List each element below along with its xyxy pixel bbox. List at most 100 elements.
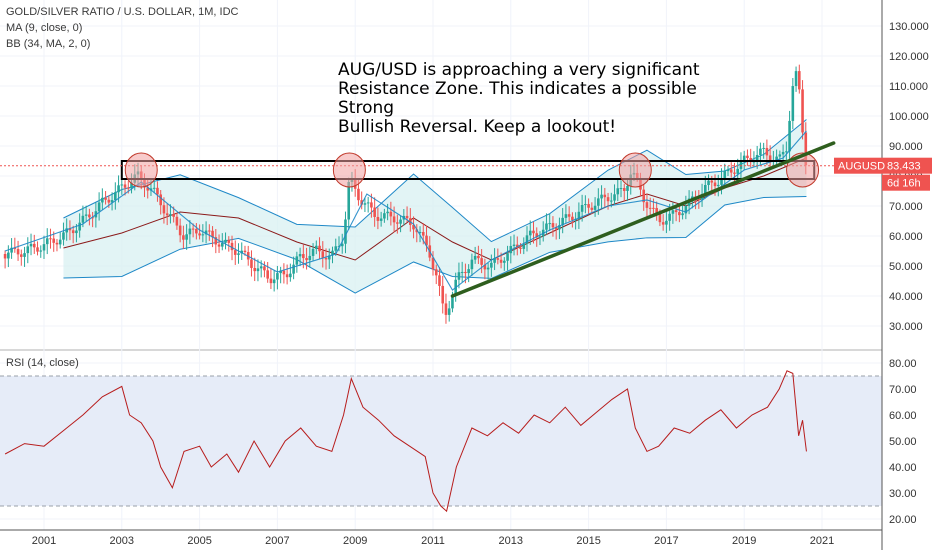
candle-body — [42, 244, 46, 251]
candle-body — [26, 246, 30, 254]
candle-body — [266, 270, 269, 279]
candle-body — [668, 213, 671, 221]
highlight-circle[interactable] — [332, 152, 366, 188]
candle-body — [681, 213, 684, 216]
time-tick-label: 2007 — [265, 535, 289, 547]
candle-body — [178, 225, 182, 236]
candle-body — [315, 245, 318, 249]
candle-body — [564, 214, 568, 218]
candle-body — [652, 207, 655, 209]
highlight-circle[interactable] — [124, 152, 158, 188]
candle-body — [464, 271, 467, 274]
chart-title: GOLD/SILVER RATIO / U.S. DOLLAR, 1M, IDC — [6, 6, 239, 18]
candle-body — [256, 268, 260, 272]
candle-body — [665, 220, 668, 225]
candle-body — [519, 247, 522, 249]
bb-indicator-label[interactable]: BB (34, MA, 2, 0) — [6, 38, 91, 50]
candle-body — [366, 202, 370, 204]
candle-body — [716, 184, 720, 187]
price-tick-label: 130.000 — [889, 21, 929, 33]
candle-body — [302, 254, 305, 259]
candle-body — [16, 249, 20, 255]
candle-body — [648, 207, 652, 209]
candle-body — [324, 257, 328, 260]
candle-body — [55, 242, 59, 245]
candle-body — [389, 211, 393, 217]
rsi-tick-label: 70.00 — [889, 384, 917, 396]
support-trendline[interactable] — [450, 141, 836, 298]
candle-body — [765, 147, 769, 156]
candle-body — [263, 266, 266, 271]
candle-body — [606, 197, 610, 202]
ma-indicator-label[interactable]: MA (9, close, 0) — [6, 22, 83, 34]
candle-body — [775, 156, 778, 161]
candle-body — [467, 269, 470, 274]
price-tick-label: 50.000 — [889, 261, 923, 273]
candle-body — [622, 188, 626, 191]
ma-line — [4, 130, 807, 291]
candle-body — [146, 187, 150, 191]
candle-body — [603, 194, 607, 198]
candle-body — [597, 198, 600, 206]
annotation-line-1: AUG/USD is approaching a very significan… — [338, 60, 700, 80]
candle-body — [561, 217, 564, 226]
candle-body — [220, 242, 224, 247]
candle-body — [438, 275, 441, 286]
candle-body — [460, 271, 464, 273]
candle-body — [104, 197, 107, 200]
candle-body — [191, 228, 195, 230]
rsi-tick-label: 60.00 — [889, 410, 917, 422]
rsi-indicator-label[interactable]: RSI (14, close) — [6, 357, 79, 369]
highlight-circle[interactable] — [786, 152, 820, 188]
candle-body — [201, 234, 205, 236]
candle-body — [117, 185, 120, 193]
candle-body — [434, 269, 438, 276]
candle-body — [272, 279, 276, 284]
candle-body — [759, 148, 762, 155]
candle-body — [217, 244, 221, 247]
candle-body — [7, 252, 10, 259]
candle-body — [289, 273, 292, 278]
candle-body — [282, 270, 286, 275]
candle-body — [551, 223, 555, 228]
candle-body — [405, 215, 409, 219]
candle-body — [522, 243, 526, 249]
candle-body — [386, 211, 389, 214]
candle-body — [227, 239, 231, 243]
price-tick-label: 40.000 — [889, 291, 923, 303]
candle-body — [794, 71, 798, 87]
candle-body — [172, 214, 175, 217]
candle-body — [697, 198, 701, 200]
highlight-circle[interactable] — [618, 152, 652, 188]
candle-body — [379, 218, 383, 221]
rsi-tick-label: 30.00 — [889, 488, 917, 500]
price-tick-label: 60.000 — [889, 231, 923, 243]
candle-body — [169, 214, 172, 216]
candle-body — [486, 267, 490, 270]
candle-body — [182, 235, 185, 240]
candle-body — [159, 194, 162, 206]
candle-body — [71, 230, 75, 234]
candle-body — [736, 168, 740, 174]
candle-body — [600, 194, 603, 199]
candle-body — [52, 238, 56, 243]
candle-body — [781, 151, 785, 155]
candle-body — [188, 228, 192, 235]
rsi-tick-label: 50.00 — [889, 436, 917, 448]
candle-body — [75, 230, 78, 234]
candle-body — [739, 160, 743, 169]
candle-body — [114, 192, 117, 201]
candle-body — [123, 184, 127, 188]
time-tick-label: 2015 — [576, 535, 600, 547]
candle-body — [545, 223, 548, 230]
candle-body — [528, 230, 532, 236]
time-tick-label: 2019 — [732, 535, 756, 547]
time-tick-label: 2017 — [654, 535, 678, 547]
candle-body — [243, 250, 247, 253]
candle-body — [198, 233, 201, 236]
time-tick-label: 2003 — [110, 535, 134, 547]
candle-body — [645, 202, 649, 208]
candle-body — [493, 258, 496, 263]
